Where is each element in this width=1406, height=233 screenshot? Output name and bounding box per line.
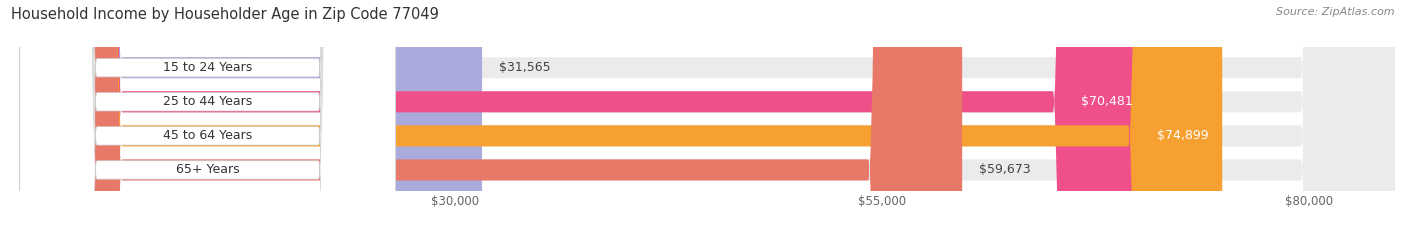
FancyBboxPatch shape: [28, 0, 1395, 233]
FancyBboxPatch shape: [28, 0, 1395, 233]
FancyBboxPatch shape: [28, 0, 1147, 233]
FancyBboxPatch shape: [28, 0, 1395, 233]
Text: Household Income by Householder Age in Zip Code 77049: Household Income by Householder Age in Z…: [11, 7, 439, 22]
Text: 15 to 24 Years: 15 to 24 Years: [163, 61, 252, 74]
Text: 65+ Years: 65+ Years: [176, 163, 239, 176]
FancyBboxPatch shape: [20, 0, 395, 233]
Text: $70,481: $70,481: [1081, 95, 1133, 108]
Text: 45 to 64 Years: 45 to 64 Years: [163, 129, 252, 142]
Text: Source: ZipAtlas.com: Source: ZipAtlas.com: [1277, 7, 1395, 17]
FancyBboxPatch shape: [28, 0, 1395, 233]
Text: $31,565: $31,565: [499, 61, 551, 74]
FancyBboxPatch shape: [28, 0, 1222, 233]
Text: $74,899: $74,899: [1157, 129, 1209, 142]
FancyBboxPatch shape: [20, 0, 395, 233]
FancyBboxPatch shape: [20, 0, 395, 233]
FancyBboxPatch shape: [28, 0, 962, 233]
Text: $59,673: $59,673: [979, 163, 1031, 176]
FancyBboxPatch shape: [28, 0, 482, 233]
Text: 25 to 44 Years: 25 to 44 Years: [163, 95, 252, 108]
FancyBboxPatch shape: [20, 0, 395, 233]
